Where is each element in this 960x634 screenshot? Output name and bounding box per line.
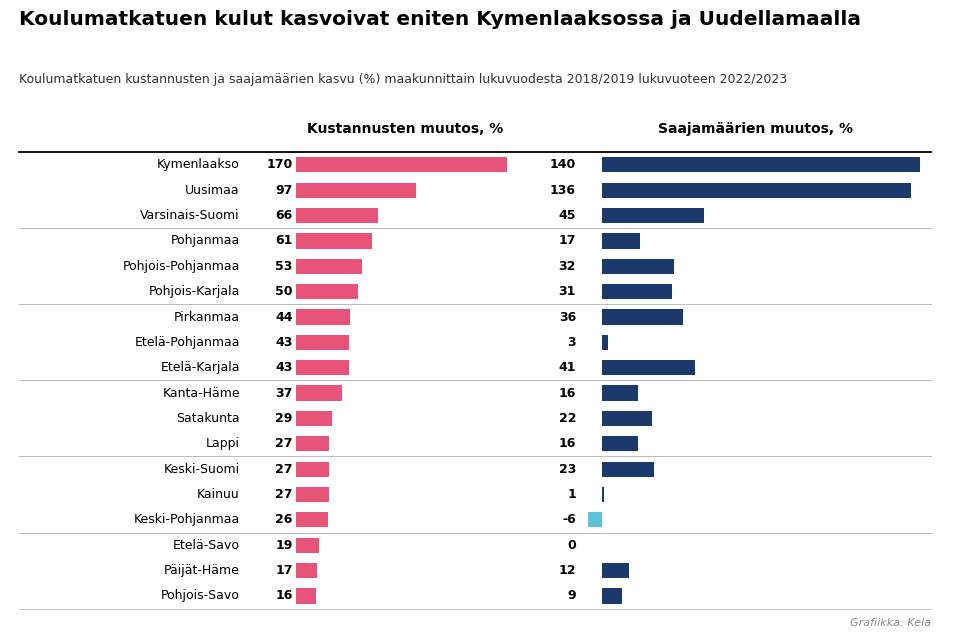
Text: 1: 1 — [567, 488, 576, 501]
Bar — [296, 512, 328, 527]
Bar — [296, 411, 332, 426]
Bar — [602, 335, 609, 350]
Text: 37: 37 — [276, 387, 293, 399]
Bar — [296, 284, 358, 299]
Text: 170: 170 — [267, 158, 293, 171]
Text: 27: 27 — [276, 437, 293, 450]
Bar — [296, 385, 342, 401]
Bar — [602, 360, 695, 375]
Bar — [296, 436, 329, 451]
Text: 31: 31 — [559, 285, 576, 298]
Bar — [602, 563, 629, 578]
Text: 43: 43 — [276, 361, 293, 374]
Text: Pohjanmaa: Pohjanmaa — [171, 235, 240, 247]
Text: Kainuu: Kainuu — [197, 488, 240, 501]
Bar — [296, 233, 372, 249]
Text: Keski-Suomi: Keski-Suomi — [164, 463, 240, 476]
Text: 23: 23 — [559, 463, 576, 476]
Text: Kanta-Häme: Kanta-Häme — [162, 387, 240, 399]
Bar — [296, 335, 349, 350]
Bar — [296, 538, 320, 553]
Bar — [296, 259, 362, 274]
Bar — [602, 462, 654, 477]
Text: Uusimaa: Uusimaa — [185, 184, 240, 197]
Text: Lappi: Lappi — [206, 437, 240, 450]
Text: 17: 17 — [559, 235, 576, 247]
Text: Koulumatkatuen kulut kasvoivat eniten Kymenlaaksossa ja Uudellamaalla: Koulumatkatuen kulut kasvoivat eniten Ky… — [19, 10, 861, 29]
Text: Kustannusten muutos, %: Kustannusten muutos, % — [306, 122, 503, 136]
Text: 66: 66 — [276, 209, 293, 222]
Text: 16: 16 — [276, 590, 293, 602]
Text: 29: 29 — [276, 412, 293, 425]
Text: Keski-Pohjanmaa: Keski-Pohjanmaa — [133, 514, 240, 526]
Text: Pirkanmaa: Pirkanmaa — [174, 311, 240, 323]
Bar — [602, 284, 672, 299]
Text: 27: 27 — [276, 488, 293, 501]
Text: 43: 43 — [276, 336, 293, 349]
Text: 12: 12 — [559, 564, 576, 577]
Text: 9: 9 — [567, 590, 576, 602]
Text: 45: 45 — [559, 209, 576, 222]
Bar — [296, 360, 349, 375]
Text: Koulumatkatuen kustannusten ja saajamäärien kasvu (%) maakunnittain lukuvuodesta: Koulumatkatuen kustannusten ja saajamäär… — [19, 73, 787, 86]
Text: 53: 53 — [276, 260, 293, 273]
Bar — [602, 487, 604, 502]
Bar — [602, 588, 622, 604]
Bar — [296, 563, 317, 578]
Bar — [296, 487, 329, 502]
Text: Etelä-Savo: Etelä-Savo — [173, 539, 240, 552]
Text: 17: 17 — [276, 564, 293, 577]
Text: 136: 136 — [550, 184, 576, 197]
Text: Varsinais-Suomi: Varsinais-Suomi — [140, 209, 240, 222]
Text: 16: 16 — [559, 387, 576, 399]
Bar — [602, 309, 684, 325]
Text: Grafiikka: Kela: Grafiikka: Kela — [850, 618, 931, 628]
Text: 61: 61 — [276, 235, 293, 247]
Text: 27: 27 — [276, 463, 293, 476]
Bar — [602, 436, 638, 451]
Text: 3: 3 — [567, 336, 576, 349]
Text: 16: 16 — [559, 437, 576, 450]
Bar — [602, 385, 638, 401]
Text: 97: 97 — [276, 184, 293, 197]
Bar — [602, 208, 704, 223]
Text: Kymenlaakso: Kymenlaakso — [157, 158, 240, 171]
Text: Satakunta: Satakunta — [177, 412, 240, 425]
Bar — [296, 157, 508, 172]
Bar — [602, 157, 920, 172]
Bar — [602, 411, 652, 426]
Text: Etelä-Karjala: Etelä-Karjala — [160, 361, 240, 374]
Text: 50: 50 — [276, 285, 293, 298]
Text: 19: 19 — [276, 539, 293, 552]
Bar — [588, 512, 602, 527]
Bar — [602, 233, 640, 249]
Bar — [296, 462, 329, 477]
Text: -6: -6 — [563, 514, 576, 526]
Bar — [296, 309, 350, 325]
Bar — [296, 208, 378, 223]
Text: 44: 44 — [276, 311, 293, 323]
Text: 22: 22 — [559, 412, 576, 425]
Text: 41: 41 — [559, 361, 576, 374]
Text: Pohjois-Pohjanmaa: Pohjois-Pohjanmaa — [123, 260, 240, 273]
Text: 140: 140 — [550, 158, 576, 171]
Text: Saajamäärien muutos, %: Saajamäärien muutos, % — [658, 122, 852, 136]
Bar — [602, 259, 674, 274]
Text: 32: 32 — [559, 260, 576, 273]
Text: Pohjois-Karjala: Pohjois-Karjala — [149, 285, 240, 298]
Text: 36: 36 — [559, 311, 576, 323]
Text: 26: 26 — [276, 514, 293, 526]
Bar — [296, 183, 417, 198]
Bar — [602, 183, 911, 198]
Text: Pohjois-Savo: Pohjois-Savo — [161, 590, 240, 602]
Bar — [296, 588, 316, 604]
Text: Etelä-Pohjanmaa: Etelä-Pohjanmaa — [134, 336, 240, 349]
Text: Päijät-Häme: Päijät-Häme — [164, 564, 240, 577]
Text: 0: 0 — [567, 539, 576, 552]
